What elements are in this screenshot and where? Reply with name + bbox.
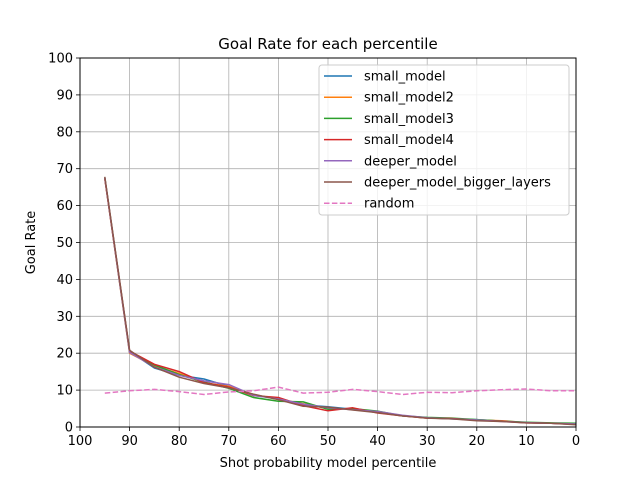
legend-box <box>318 64 570 216</box>
legend-label: random <box>364 197 414 212</box>
y-tick-label: 20 <box>56 347 73 362</box>
chart-title: Goal Rate for each percentile <box>218 35 437 53</box>
legend-label: small_model2 <box>364 91 454 106</box>
x-tick-label: 0 <box>572 434 580 449</box>
x-tick-label: 90 <box>121 434 138 449</box>
series-line-random <box>104 386 576 396</box>
x-tick-label: 60 <box>270 434 287 449</box>
y-tick-label: 60 <box>56 199 73 214</box>
y-tick-label: 90 <box>56 88 73 103</box>
series-lines <box>104 176 577 426</box>
legend-label: small_model3 <box>364 112 454 127</box>
y-tick-label: 100 <box>48 52 73 67</box>
y-tick-label: 40 <box>56 273 73 288</box>
y-tick-label: 30 <box>56 310 73 325</box>
x-tick-label: 50 <box>320 434 337 449</box>
y-axis-label: Goal Rate <box>24 211 39 275</box>
x-tick-label: 70 <box>221 434 238 449</box>
x-tick-label: 100 <box>68 434 93 449</box>
x-tick-label: 20 <box>469 434 486 449</box>
y-tick-label: 70 <box>56 162 73 177</box>
legend: small_model small_model2 small_model3small… <box>318 64 570 216</box>
y-tick-label: 50 <box>56 236 73 251</box>
legend-label: small_model <box>364 70 446 85</box>
y-tick-label: 10 <box>56 384 73 399</box>
x-tick-label: 10 <box>518 434 535 449</box>
x-axis-label: Shot probability model percentile <box>220 456 437 471</box>
y-axis-ticks: 0 10 20 30 40 50 60 70 80 90 100 <box>48 52 80 436</box>
legend-label: small_model4 <box>364 133 454 148</box>
legend-label: deeper_model_bigger_layers <box>364 176 551 191</box>
legend-label: deeper_model <box>364 154 457 169</box>
x-axis-ticks: 100 90 80 70 60 50 40 30 20 10 0 <box>68 427 580 449</box>
x-tick-label: 40 <box>369 434 386 449</box>
series-line-deeper-model-bigger-layers <box>104 176 577 426</box>
y-tick-label: 80 <box>56 125 73 140</box>
x-tick-label: 30 <box>419 434 436 449</box>
y-tick-label: 0 <box>65 421 73 436</box>
x-tick-label: 80 <box>171 434 188 449</box>
